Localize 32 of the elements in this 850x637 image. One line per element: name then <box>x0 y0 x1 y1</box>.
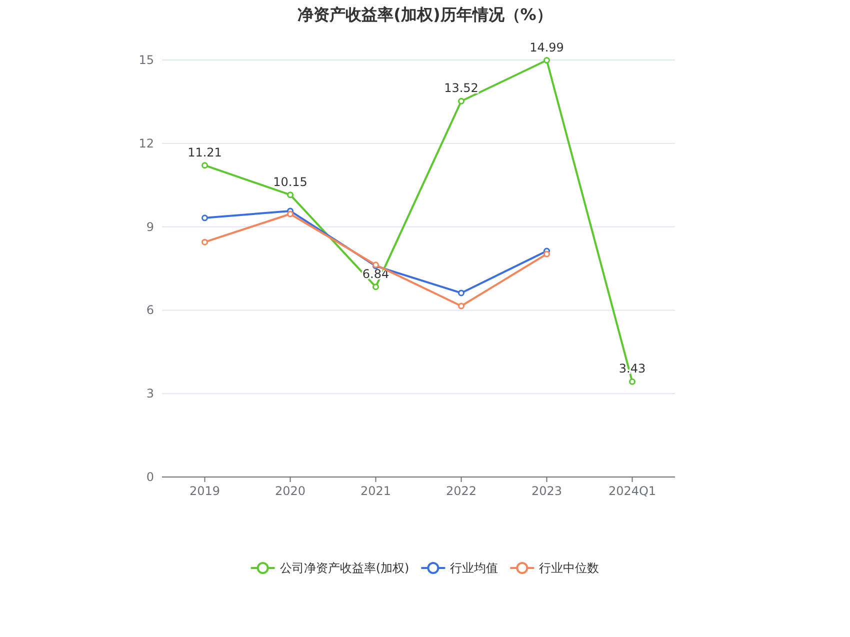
x-tick-label: 2021 <box>360 484 392 498</box>
point <box>202 162 208 169</box>
x-tick-label: 2024Q1 <box>608 484 656 498</box>
data-label: 10.15 <box>273 174 308 189</box>
legend-label: 公司净资产收益率(加权) <box>280 561 410 575</box>
point <box>287 210 294 218</box>
y-tick-label: 9 <box>146 220 154 234</box>
point <box>544 57 550 64</box>
data-label: 11.21 <box>188 145 222 160</box>
data-label: 14.99 <box>530 40 564 54</box>
y-tick-label: 15 <box>138 53 154 67</box>
y-tick-label: 6 <box>146 303 154 318</box>
point <box>202 238 208 246</box>
legend-label: 行业中位数 <box>539 561 600 575</box>
point <box>458 302 464 310</box>
point <box>202 214 208 222</box>
y-tick-label: 12 <box>138 136 154 150</box>
chart-title: 净资产收益率(加权)历年情况（%） <box>298 5 552 24</box>
legend-label: 行业均值 <box>450 561 498 575</box>
y-tick-label: 3 <box>146 386 154 401</box>
x-tick-label: 2023 <box>531 484 562 498</box>
point <box>629 378 636 385</box>
point <box>458 98 464 104</box>
y-tick-label: 0 <box>146 470 154 484</box>
x-tick-label: 2019 <box>189 484 220 498</box>
point <box>544 250 550 258</box>
x-tick-label: 2020 <box>274 484 306 498</box>
point <box>372 284 379 290</box>
point <box>458 290 464 296</box>
data-label: 13.52 <box>444 81 478 96</box>
x-tick-label: 2022 <box>446 484 477 498</box>
point <box>287 192 294 198</box>
